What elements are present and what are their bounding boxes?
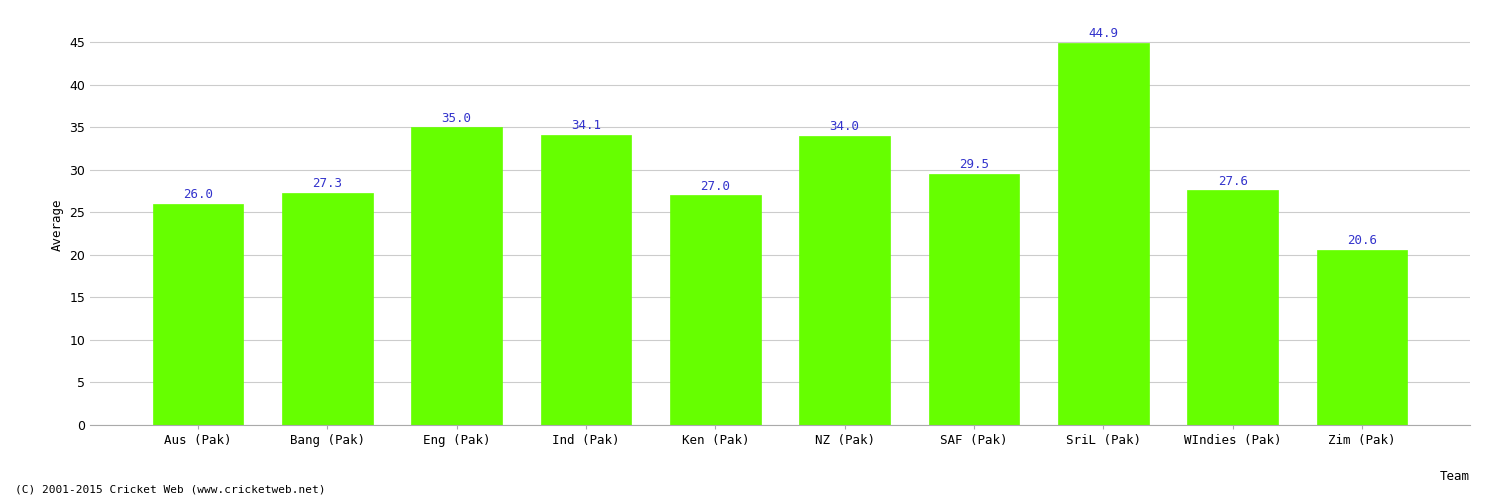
Bar — [928, 174, 1020, 425]
Text: Team: Team — [1440, 470, 1470, 483]
Bar — [540, 135, 632, 425]
Text: 20.6: 20.6 — [1347, 234, 1377, 247]
Text: 35.0: 35.0 — [441, 112, 471, 124]
Bar — [1058, 43, 1149, 425]
Bar — [800, 136, 889, 425]
Text: 29.5: 29.5 — [958, 158, 988, 172]
Bar — [1317, 250, 1407, 425]
Text: 34.1: 34.1 — [572, 119, 602, 132]
Bar — [411, 127, 503, 425]
Bar — [282, 192, 372, 425]
Text: 34.0: 34.0 — [830, 120, 860, 133]
Text: 27.3: 27.3 — [312, 177, 342, 190]
Y-axis label: Average: Average — [51, 198, 63, 251]
Text: 27.6: 27.6 — [1218, 174, 1248, 188]
Text: 27.0: 27.0 — [700, 180, 730, 192]
Bar — [1188, 190, 1278, 425]
Bar — [153, 204, 243, 425]
Text: 26.0: 26.0 — [183, 188, 213, 201]
Bar — [670, 195, 760, 425]
Text: 44.9: 44.9 — [1089, 28, 1119, 40]
Text: (C) 2001-2015 Cricket Web (www.cricketweb.net): (C) 2001-2015 Cricket Web (www.cricketwe… — [15, 485, 326, 495]
